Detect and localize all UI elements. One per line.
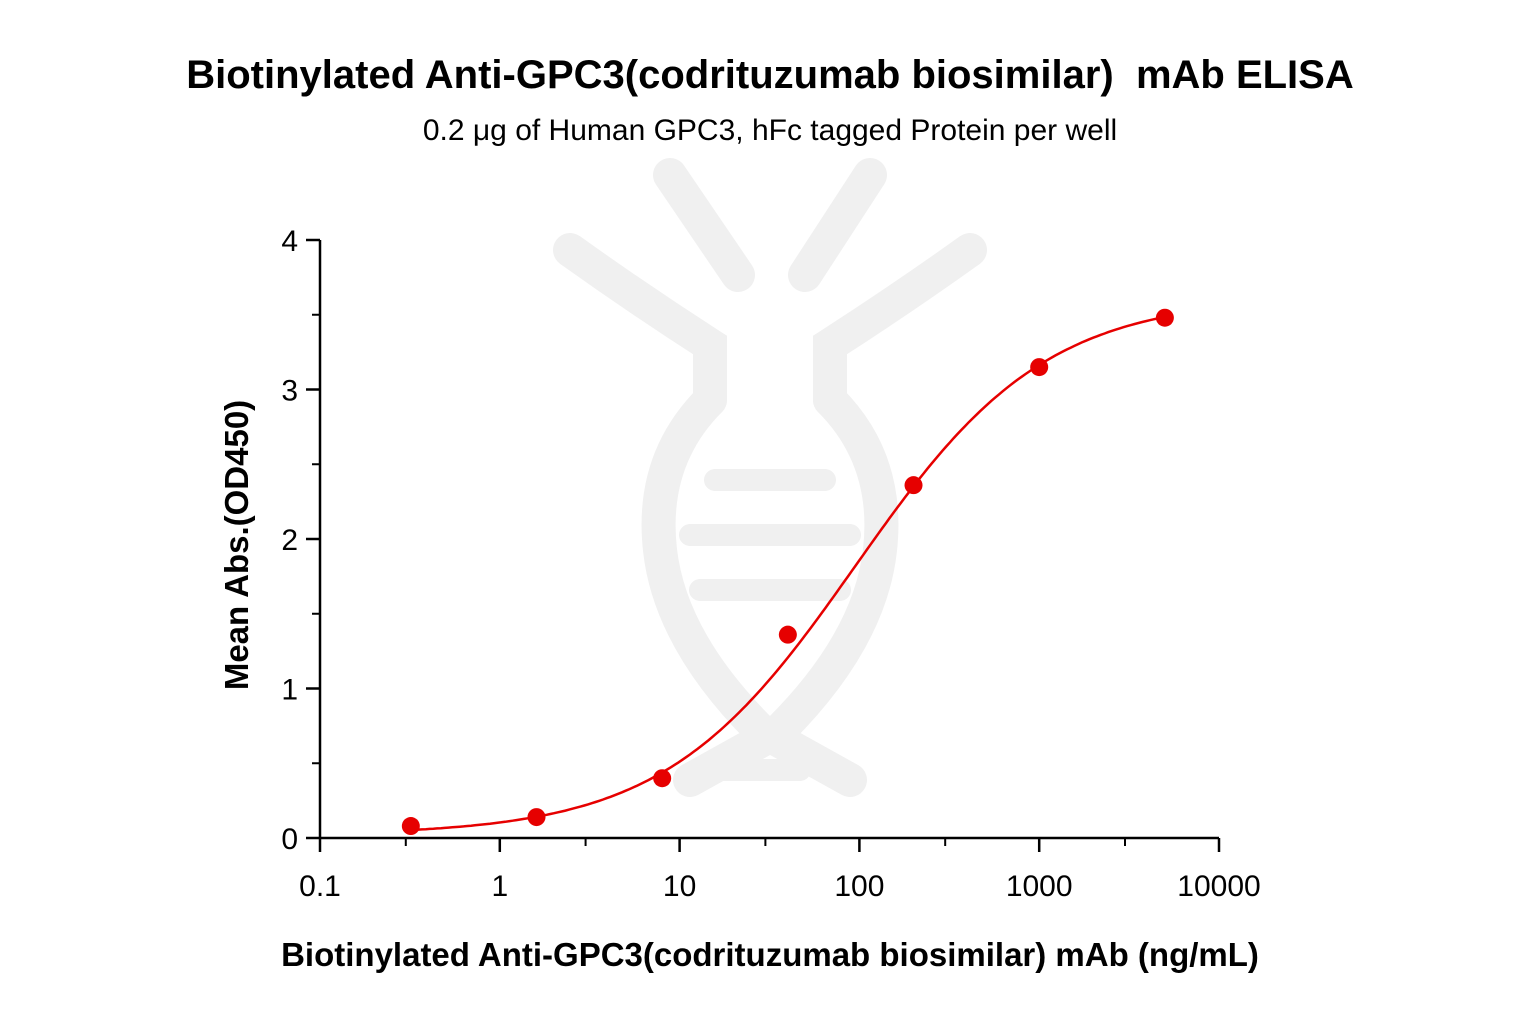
data-point	[653, 769, 672, 788]
x-axis-ticks: 0.1 1 10 100 1000 10000	[299, 838, 1261, 903]
chart-subtitle: 0.2 μg of Human GPC3, hFc tagged Protein…	[423, 114, 1117, 147]
data-series	[401, 308, 1174, 836]
x-tick-label: 10000	[1177, 870, 1260, 903]
data-point	[401, 817, 420, 836]
data-point	[778, 625, 797, 644]
x-tick-label: 100	[834, 870, 884, 903]
y-axis-label: Mean Abs.(OD450)	[218, 400, 255, 690]
y-tick-label: 2	[281, 524, 298, 557]
data-point	[904, 476, 923, 495]
x-tick-label: 1000	[1006, 870, 1073, 903]
y-axis-ticks: 0 1 2 3 4	[281, 225, 320, 856]
x-axis-label: Biotinylated Anti-GPC3(codrituzumab bios…	[281, 936, 1259, 973]
y-tick-label: 3	[281, 375, 298, 408]
y-tick-label: 1	[281, 674, 298, 707]
y-tick-label: 0	[281, 823, 298, 856]
data-point	[1155, 308, 1174, 327]
y-tick-label: 4	[281, 225, 298, 258]
x-tick-label: 10	[663, 870, 696, 903]
watermark-logo	[553, 158, 987, 797]
data-point	[1030, 358, 1049, 377]
x-tick-label: 0.1	[299, 870, 341, 903]
x-tick-label: 1	[491, 870, 508, 903]
chart-title: Biotinylated Anti-GPC3(codrituzumab bios…	[186, 53, 1353, 97]
data-point	[527, 808, 546, 827]
